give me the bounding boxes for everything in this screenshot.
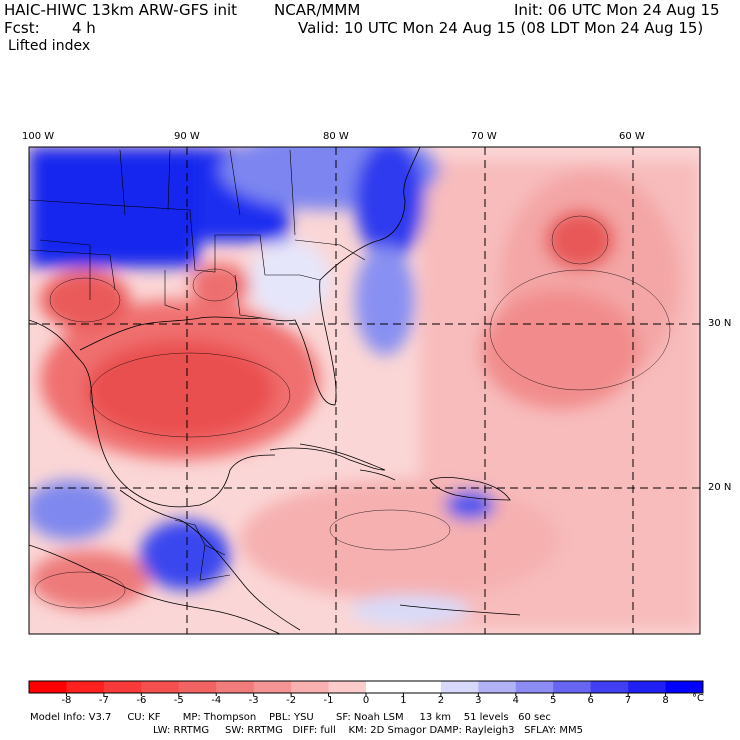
colorbar-label: -2 xyxy=(286,695,297,706)
colorbar-label: -7 xyxy=(98,695,109,706)
colorbar-label: 8 xyxy=(662,695,669,706)
colorbar-swatch xyxy=(515,681,554,693)
lat-label-20n: 20 N xyxy=(708,482,732,493)
colorbar-swatch xyxy=(328,681,367,693)
colorbar-swatch xyxy=(29,681,67,693)
colorbar xyxy=(28,680,704,696)
colorbar-label: 4 xyxy=(512,695,519,706)
lat-label-30n: 30 N xyxy=(708,318,732,329)
coastlines xyxy=(29,147,521,634)
colorbar-swatch xyxy=(66,681,105,693)
colorbar-label: -1 xyxy=(323,695,334,706)
lon-label-100w: 100 W xyxy=(22,131,55,142)
forecast-hour: 4 h xyxy=(72,19,96,37)
colorbar-swatch xyxy=(253,681,292,693)
colorbar-label: -5 xyxy=(173,695,184,706)
center-label: NCAR/MMM xyxy=(274,1,361,19)
colorbar-swatch xyxy=(216,681,255,693)
colorbar-label: 1 xyxy=(400,695,407,706)
valid-time: Valid: 10 UTC Mon 24 Aug 15 (08 LDT Mon … xyxy=(298,19,704,37)
colorbar-swatch xyxy=(141,681,180,693)
colorbar-swatch xyxy=(590,681,629,693)
forecast-label: Fcst: xyxy=(4,19,40,37)
lon-label-60w: 60 W xyxy=(619,131,645,142)
colorbar-label: 0 xyxy=(362,695,370,706)
colorbar-label: -3 xyxy=(248,695,259,706)
colorbar-swatch xyxy=(178,681,217,693)
stability-field xyxy=(29,147,700,630)
lon-label-90w: 90 W xyxy=(174,131,200,142)
map-frame xyxy=(28,146,701,635)
colorbar-swatch xyxy=(665,681,704,693)
colorbar-label: 3 xyxy=(475,695,482,706)
colorbar-label: 7 xyxy=(624,695,632,706)
init-time: Init: 06 UTC Mon 24 Aug 15 xyxy=(514,1,720,19)
colorbar-swatch xyxy=(553,681,592,693)
colorbar-swatch xyxy=(440,681,479,693)
colorbar-swatch xyxy=(403,681,442,693)
colorbar-label: 2 xyxy=(437,695,445,706)
colorbar-label: -6 xyxy=(136,695,147,706)
model-title: HAIC-HIWC 13km ARW-GFS init xyxy=(4,1,238,19)
colorbar-swatch xyxy=(366,681,404,693)
colorbar-label: 5 xyxy=(550,695,557,706)
lon-label-80w: 80 W xyxy=(323,131,349,142)
contour-lines xyxy=(34,215,671,609)
colorbar-unit: °C xyxy=(692,693,704,704)
colorbar-swatch xyxy=(291,681,330,693)
lon-label-70w: 70 W xyxy=(471,131,497,142)
colorbar-label: 6 xyxy=(587,695,594,706)
field-name: Lifted index xyxy=(8,38,91,54)
colorbar-swatch xyxy=(103,681,142,693)
colorbar-swatch xyxy=(628,681,667,693)
political-borders xyxy=(29,149,366,581)
colorbar-swatch xyxy=(478,681,517,693)
model-info-line1: Model Info: V3.7 CU: KF MP: Thompson PBL… xyxy=(30,712,551,723)
colorbar-label: -4 xyxy=(211,695,222,706)
model-info-line2: LW: RRTMG SW: RRTMG DIFF: full KM: 2D Sm… xyxy=(153,725,583,736)
colorbar-label: -8 xyxy=(61,695,72,706)
lat-lon-grid xyxy=(29,147,700,634)
